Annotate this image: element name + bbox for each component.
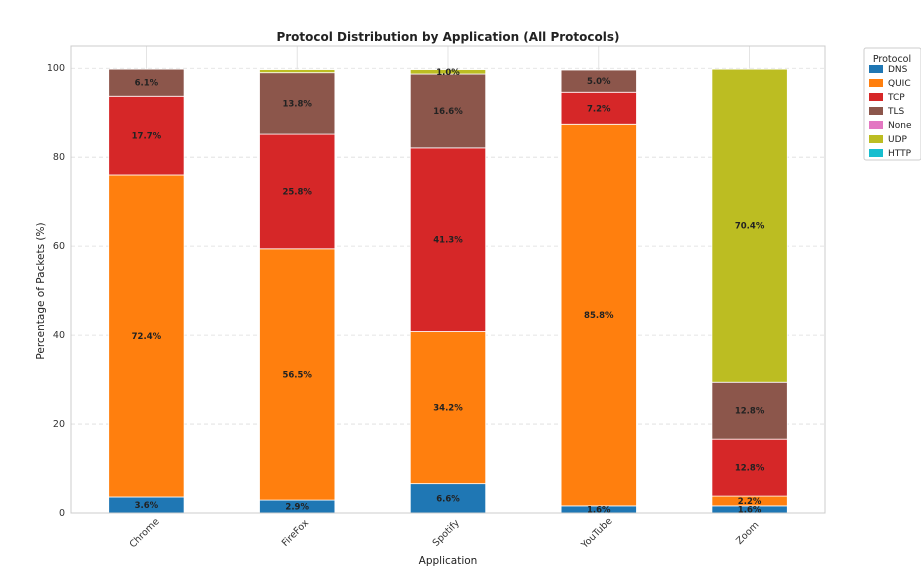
bar-segment-tcp: [108, 95, 185, 176]
data-label-tcp: 17.7%: [132, 132, 162, 142]
legend-swatch-quic: [869, 79, 883, 87]
bar-segment-udp: [259, 69, 336, 74]
data-label-dns: 1.6%: [587, 505, 611, 515]
legend-swatch-dns: [869, 65, 883, 73]
bars: [108, 68, 788, 514]
data-label-dns: 1.6%: [738, 505, 762, 515]
legend-label-none: None: [888, 121, 912, 131]
bar-segment-tcp: [259, 133, 336, 250]
bar-segment-udp: [711, 68, 788, 383]
legend-title: Protocol: [873, 54, 911, 65]
data-label-quic: 72.4%: [132, 332, 162, 342]
bar-segment-tls: [560, 69, 637, 93]
legend-label-udp: UDP: [888, 135, 908, 145]
bar-segment-quic: [409, 331, 487, 485]
legend-box: [863, 47, 921, 161]
y-tick-label: 20: [53, 419, 65, 430]
bar-segment-quic: [560, 123, 637, 507]
legend-swatch-http: [869, 149, 883, 157]
bar-segment-quic: [259, 248, 336, 501]
legend-label-quic: QUIC: [888, 79, 911, 89]
data-label-tcp: 7.2%: [587, 104, 611, 114]
bar-segment-quic: [108, 174, 185, 498]
y-tick-label: 60: [53, 241, 65, 252]
data-label-tls: 6.1%: [135, 79, 159, 89]
data-label-dns: 2.9%: [285, 503, 309, 513]
data-label-tls: 5.0%: [587, 77, 611, 87]
y-tick-label: 80: [53, 152, 65, 163]
data-label-tls: 16.6%: [433, 107, 463, 117]
data-label-tls: 12.8%: [735, 407, 765, 417]
bar-segment-tls: [711, 381, 788, 440]
y-tick-label: 0: [59, 508, 65, 519]
legend-swatch-tcp: [869, 93, 883, 101]
x-axis-label: Application: [419, 555, 478, 567]
legend: Protocol DNS QUIC TCP TLS None UDP HTTP: [863, 47, 921, 161]
bar-segment-tcp: [409, 147, 487, 332]
data-label-quic: 56.5%: [282, 370, 312, 380]
data-labels: 3.6% 72.4% 17.7% 6.1% 2.9% 56.5% 25.8% 13.8% 6.6…: [132, 68, 765, 516]
data-label-udp: 70.4%: [735, 222, 765, 232]
data-label-tls: 13.8%: [282, 99, 312, 109]
data-label-udp: 1.0%: [436, 68, 460, 78]
bar-segment-tls: [409, 73, 487, 149]
data-label-tcp: 41.3%: [433, 236, 463, 246]
legend-label-tcp: TCP: [887, 93, 905, 103]
data-label-tcp: 12.8%: [735, 464, 765, 474]
y-tick-label: 40: [53, 330, 65, 341]
data-label-dns: 3.6%: [135, 501, 159, 511]
chart-title: Protocol Distribution by Application (Al…: [276, 30, 619, 44]
legend-swatch-udp: [869, 135, 883, 143]
bar-segment-udp: [409, 69, 487, 75]
plot-frame: [70, 45, 826, 514]
legend-label-http: HTTP: [888, 149, 912, 159]
bar-segment-tcp: [711, 438, 788, 497]
data-label-quic: 34.2%: [433, 404, 463, 414]
bar-segment-tcp: [560, 91, 637, 125]
bar-segment-tls: [259, 72, 336, 135]
y-axis-label: Percentage of Packets (%): [35, 222, 47, 359]
data-label-quic: 2.2%: [738, 497, 762, 507]
legend-swatch-tls: [869, 107, 883, 115]
data-label-quic: 85.8%: [584, 311, 614, 321]
data-label-dns: 6.6%: [436, 494, 460, 504]
legend-swatch-none: [869, 121, 883, 129]
legend-label-tls: TLS: [887, 107, 905, 117]
data-label-tcp: 25.8%: [282, 187, 312, 197]
legend-label-dns: DNS: [888, 65, 908, 75]
y-tick-label: 100: [47, 63, 65, 74]
bar-segment-tls: [108, 68, 185, 97]
